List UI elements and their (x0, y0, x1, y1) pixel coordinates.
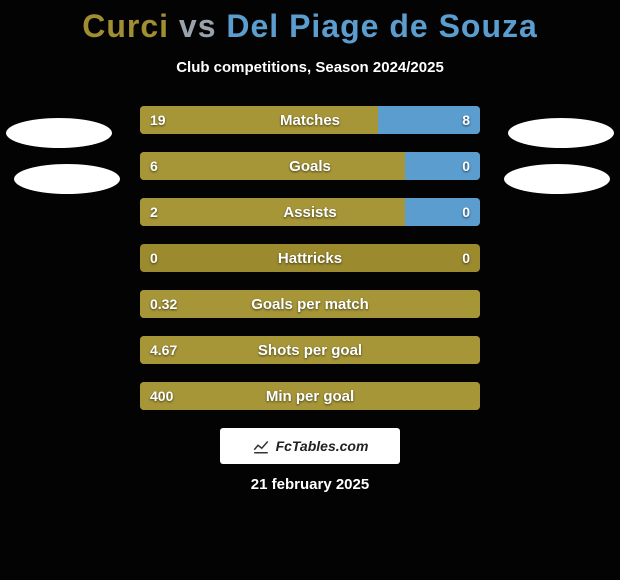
comparison-card: Curci vs Del Piage de Souza Club competi… (0, 0, 620, 493)
stat-row: 6Goals0 (140, 152, 480, 180)
stat-row: 0.32Goals per match (140, 290, 480, 318)
stat-row: 2Assists0 (140, 198, 480, 226)
stat-row: 19Matches8 (140, 106, 480, 134)
stat-label: Assists (140, 198, 480, 226)
stat-value-right: 8 (462, 106, 470, 134)
stat-label: Shots per goal (140, 336, 480, 364)
stat-label: Goals (140, 152, 480, 180)
player1-avatar-placeholder-2 (14, 164, 120, 194)
watermark-text: FcTables.com (276, 438, 369, 454)
chart-icon (252, 437, 270, 455)
stat-label: Min per goal (140, 382, 480, 410)
comparison-bars: 19Matches86Goals02Assists00Hattricks00.3… (140, 106, 480, 410)
stat-value-right: 0 (462, 198, 470, 226)
watermark-badge: FcTables.com (220, 428, 400, 464)
stat-value-right: 0 (462, 244, 470, 272)
vs-separator: vs (179, 8, 217, 44)
player2-avatar-placeholder (508, 118, 614, 148)
stat-label: Goals per match (140, 290, 480, 318)
player1-avatar-placeholder (6, 118, 112, 148)
player2-name: Del Piage de Souza (226, 8, 537, 44)
player1-name: Curci (82, 8, 169, 44)
stat-row: 400Min per goal (140, 382, 480, 410)
card-title: Curci vs Del Piage de Souza (0, 8, 620, 45)
footer-date: 21 february 2025 (0, 476, 620, 493)
player2-avatar-placeholder-2 (504, 164, 610, 194)
stat-label: Matches (140, 106, 480, 134)
chart-area: 19Matches86Goals02Assists00Hattricks00.3… (0, 106, 620, 493)
stat-value-right: 0 (462, 152, 470, 180)
stat-label: Hattricks (140, 244, 480, 272)
stat-row: 4.67Shots per goal (140, 336, 480, 364)
card-subtitle: Club competitions, Season 2024/2025 (0, 59, 620, 76)
stat-row: 0Hattricks0 (140, 244, 480, 272)
